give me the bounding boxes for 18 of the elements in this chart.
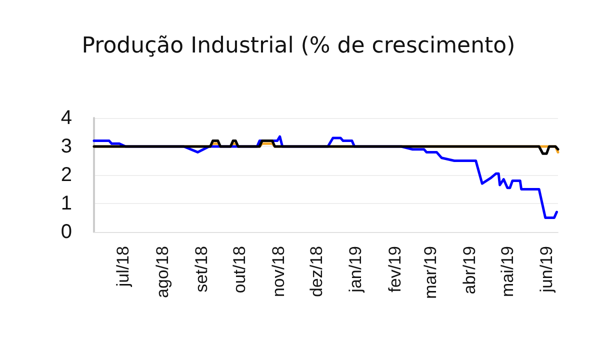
y-tick-label: 1 (60, 192, 72, 214)
y-tick-label: 2 (60, 164, 72, 186)
y-tick-label: 0 (60, 221, 72, 243)
y-tick-label: 3 (60, 136, 72, 158)
x-tick-label: abr/19 (460, 246, 479, 294)
x-tick-label: nov/18 (269, 246, 288, 298)
x-tick-label: fev/19 (385, 246, 404, 292)
x-tick-label: jul/18 (114, 246, 133, 288)
x-tick-label: jan/19 (346, 246, 366, 294)
x-tick-label: out/18 (230, 246, 249, 294)
chart-title: Produção Industrial (% de crescimento) (82, 34, 516, 58)
x-tick-label: mai/19 (498, 246, 517, 298)
y-tick-label: 4 (60, 107, 72, 129)
x-tick-label: mar/19 (420, 246, 440, 299)
x-tick-label: jun/19 (537, 246, 556, 294)
x-tick-label: set/18 (192, 246, 211, 292)
x-tick-label: ago/18 (152, 246, 172, 298)
x-tick-label: dez/18 (307, 246, 326, 298)
